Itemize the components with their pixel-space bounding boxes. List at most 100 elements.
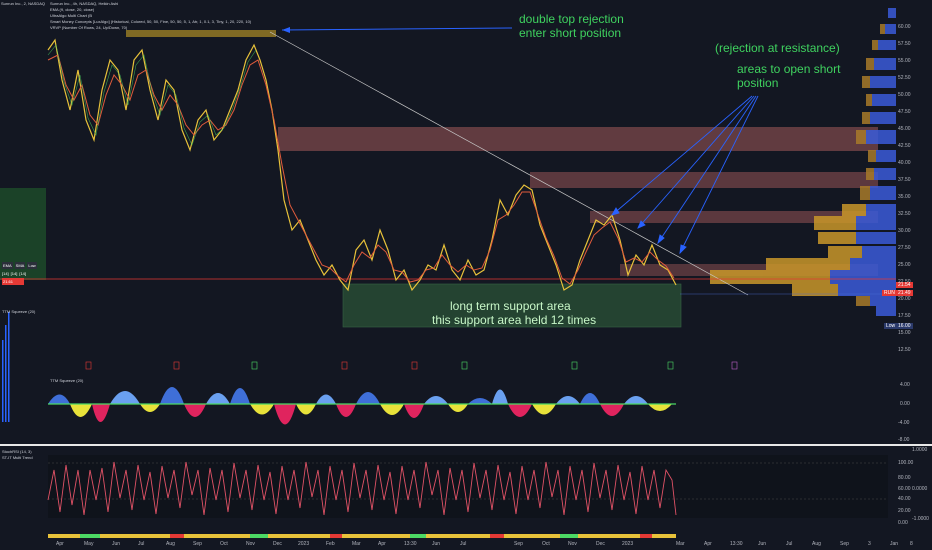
- price-tick: 45.00: [898, 126, 911, 132]
- time-tick: Nov: [568, 541, 577, 547]
- mini-header-low: Low: [27, 262, 37, 269]
- ticker-badge: RUN: [882, 290, 897, 296]
- stoch-axis-tick: 0.00: [898, 520, 908, 526]
- support-zone: [342, 283, 682, 328]
- time-tick: Aug: [812, 541, 821, 547]
- ttm-histogram: [48, 387, 672, 425]
- double-top-arrow: [281, 27, 513, 31]
- price-axis[interactable]: 60.00 57.50 55.00 52.50 50.00 47.50 45.0…: [898, 24, 932, 364]
- price-tick: 40.00: [898, 160, 911, 166]
- price-tick: 30.00: [898, 228, 911, 234]
- resistance-band-37: [530, 172, 878, 188]
- time-tick: Oct: [542, 541, 550, 547]
- annotation-resistance-1: (rejection at resistance): [715, 41, 840, 55]
- annotation-resistance-3: position: [737, 76, 779, 90]
- time-axis[interactable]: Apr May Jun Jul Aug Sep Oct Nov Dec 2023…: [48, 541, 932, 550]
- mini-header-sma: SMA: [14, 262, 26, 269]
- price-tick: 35.00: [898, 194, 911, 200]
- resistance-band-44: [278, 127, 878, 151]
- stoch-axis-tick: 100.00: [898, 460, 914, 466]
- time-tick: Jul: [786, 541, 793, 547]
- stoch-right-tick: 1.0000: [912, 447, 928, 453]
- time-tick: Jun: [112, 541, 121, 547]
- price-tick: 12.50: [898, 347, 911, 353]
- annotation-support-1: long term support area: [450, 299, 571, 313]
- legend-heikin[interactable]: Sunrun Inc., 4h, NASDAQ, Heikin Ashi: [50, 1, 119, 6]
- price-tick: 47.50: [898, 109, 911, 115]
- time-tick: Sep: [514, 541, 523, 547]
- price-badge-current: 21.54: [896, 282, 913, 288]
- time-tick: Aug: [166, 541, 175, 547]
- left-histogram: [2, 312, 10, 422]
- stoch-label-1[interactable]: StochRSI (14, 3): [2, 449, 32, 454]
- price-tick: 27.50: [898, 245, 911, 251]
- price-tick: 20.00: [898, 296, 911, 302]
- legend-ema-1[interactable]: EMA (9, close, 20, close): [50, 7, 95, 12]
- price-candles-green: [47, 44, 257, 146]
- stoch-right-tick: -1.0000: [912, 516, 929, 522]
- time-tick: 13:30: [404, 541, 417, 547]
- resistance-band-top: [126, 30, 276, 37]
- time-tick: Sep: [840, 541, 849, 547]
- price-badge-last: 21.49: [896, 290, 913, 296]
- price-tick: 15.00: [898, 330, 911, 336]
- time-tick: Oct: [220, 541, 228, 547]
- time-tick: Sep: [193, 541, 202, 547]
- volume-profile: [710, 8, 896, 316]
- time-tick: Dec: [596, 541, 605, 547]
- price-tick: 25.00: [898, 262, 911, 268]
- stoch-label-2[interactable]: ST-IT Multi Trend: [2, 455, 33, 460]
- legend-symbol[interactable]: Sunrun Inc., 2, NASDAQ: [1, 1, 46, 6]
- legend-smc[interactable]: Smart Money Concepts [LuxAlgo] (Historic…: [50, 19, 252, 24]
- resistance-band-32: [590, 211, 878, 223]
- time-tick: Jun: [758, 541, 767, 547]
- annotation-double-top-1: double top rejection: [519, 12, 624, 26]
- price-tick: 60.00: [898, 24, 911, 30]
- price-tick: 57.50: [898, 41, 911, 47]
- stoch-line: [47, 461, 677, 516]
- low-label: Low: [884, 323, 898, 329]
- time-tick: Nov: [246, 541, 255, 547]
- trend-bar: [48, 534, 676, 538]
- mini-val-3: [14]: [19, 271, 27, 276]
- stoch-axis-tick: 60.00: [898, 486, 911, 492]
- time-tick: 3: [868, 541, 871, 547]
- price-ema-fast: [47, 38, 677, 292]
- ttm-left-label[interactable]: TTM Squeeze (20): [2, 309, 36, 314]
- time-tick: Mar: [352, 541, 361, 547]
- time-tick: Jul: [138, 541, 145, 547]
- time-tick: Apr: [56, 541, 64, 547]
- ttm-axis-tick: 4.00: [900, 382, 910, 388]
- mini-val-2: [14]: [10, 271, 18, 276]
- time-tick: Mar: [676, 541, 685, 547]
- price-tick: 52.50: [898, 75, 911, 81]
- panel-separator-1[interactable]: [0, 444, 932, 446]
- time-tick: 2023: [622, 541, 634, 547]
- ttm-main-label[interactable]: TTM Squeeze (20): [50, 378, 84, 383]
- price-ema-slow: [47, 54, 675, 285]
- time-tick: 2023: [298, 541, 310, 547]
- resistance-arrows: [611, 95, 759, 255]
- time-tick: Jul: [460, 541, 467, 547]
- time-tick: 8: [910, 541, 913, 547]
- price-tick: 55.00: [898, 58, 911, 64]
- price-tick: 37.50: [898, 177, 911, 183]
- legend-vrvp[interactable]: VRVP (Number Of Rows, 24, Up/Down, 70): [50, 25, 128, 30]
- annotation-resistance-2: areas to open short: [737, 62, 841, 76]
- mini-val-1: [14]: [2, 271, 9, 276]
- mini-price: 21.61: [2, 278, 24, 285]
- left-mini-table: EMA SMA Low [14] [14] [14] 21.61: [2, 262, 46, 285]
- price-tick: 50.00: [898, 92, 911, 98]
- time-tick: Jan: [890, 541, 899, 547]
- time-tick: 13:30: [730, 541, 743, 547]
- event-markers: [85, 361, 738, 370]
- stoch-right-tick: 0.0000: [912, 486, 928, 492]
- ttm-axis-tick: -4.00: [898, 420, 910, 426]
- legend-ultra[interactable]: UltraAlgo Multi Chart (B: [50, 13, 93, 18]
- stoch-axis-tick: 80.00: [898, 475, 911, 481]
- annotation-support-2: this support area held 12 times: [432, 313, 597, 327]
- stoch-panel: [48, 455, 888, 518]
- time-tick: Dec: [273, 541, 282, 547]
- stoch-axis-tick: 40.00: [898, 496, 911, 502]
